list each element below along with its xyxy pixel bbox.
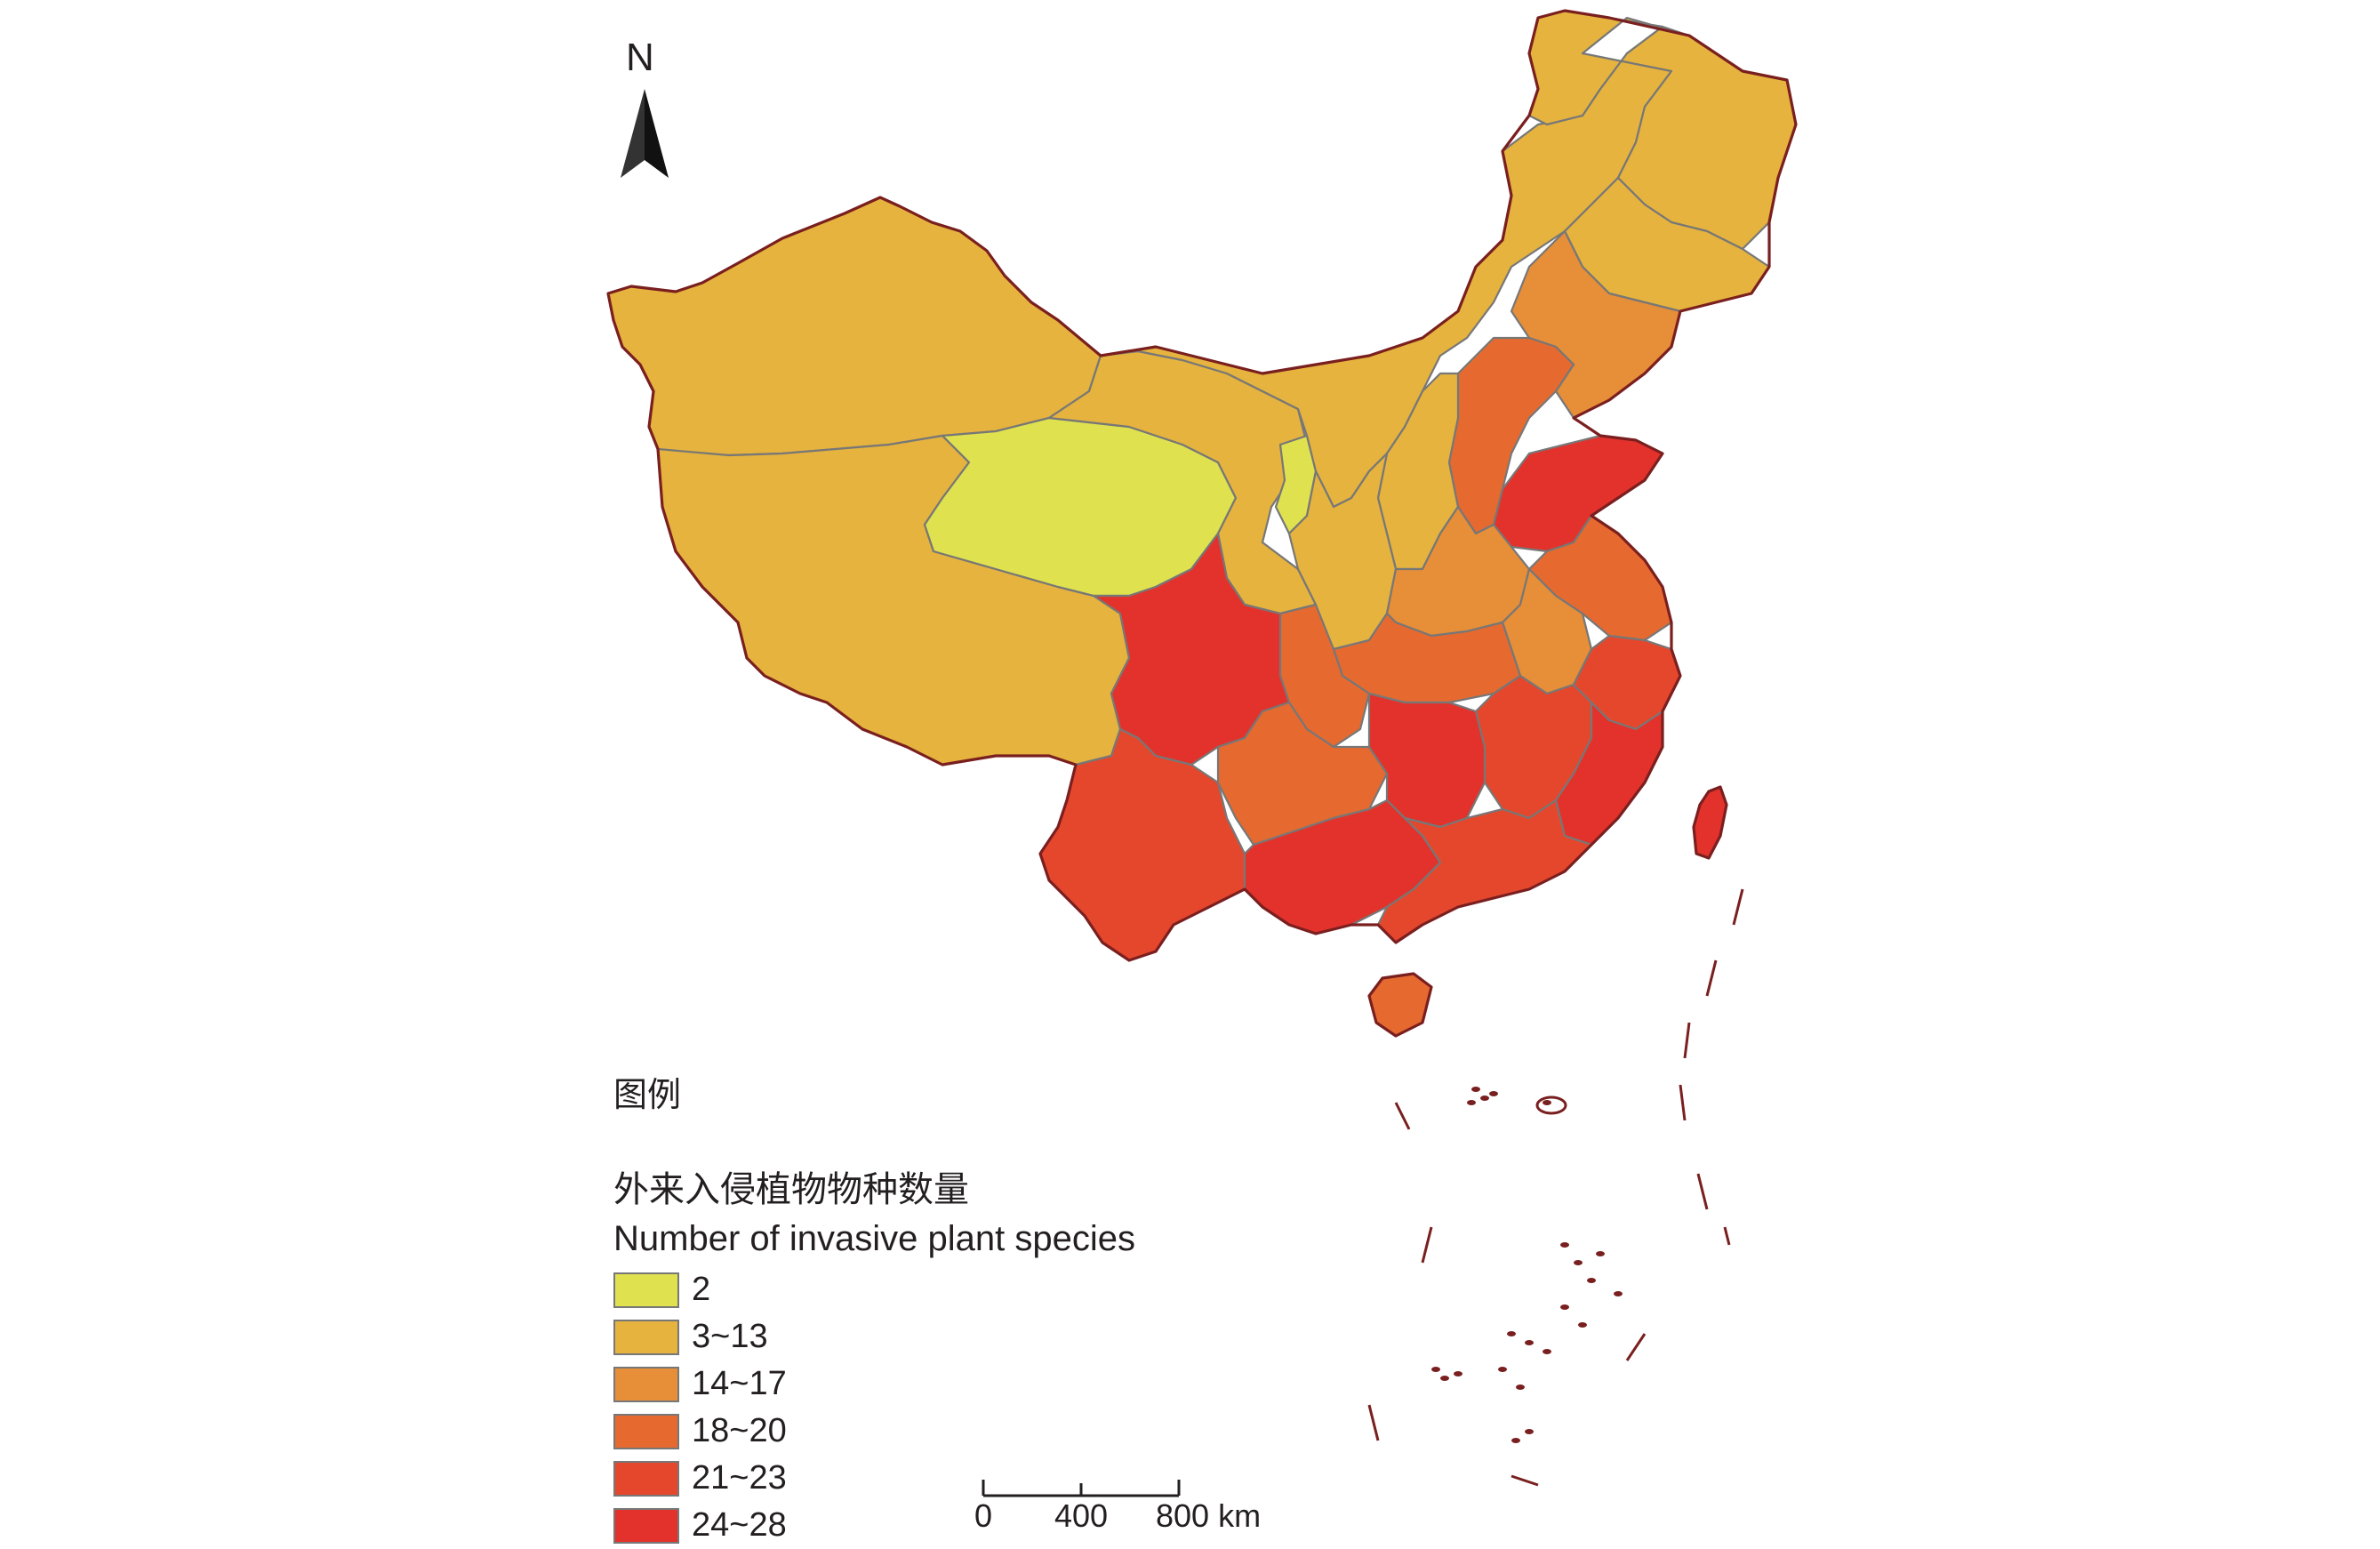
legend-swatch — [613, 1366, 679, 1402]
province-layer — [606, 9, 1798, 1038]
legend-swatch — [613, 1413, 679, 1449]
province-shandong — [1492, 434, 1664, 553]
north-label: N — [626, 36, 654, 79]
island-dot — [1560, 1242, 1569, 1248]
south-china-sea-islands — [1367, 888, 1744, 1487]
legend-label: 3~13 — [692, 1318, 768, 1355]
island-dot — [1516, 1384, 1525, 1390]
island-dot — [1431, 1367, 1440, 1372]
legend-item: 2 — [613, 1266, 1289, 1313]
island-dot — [1480, 1096, 1489, 1101]
legend-item: 18~20 — [613, 1408, 1289, 1455]
boundary-dash — [1367, 1404, 1380, 1441]
north-arrow: N — [613, 36, 676, 178]
island-dot — [1543, 1349, 1551, 1354]
taiwan-outline — [1692, 785, 1728, 860]
legend-item: 14~17 — [613, 1360, 1289, 1408]
national-border — [606, 9, 1798, 1038]
island-dot — [1596, 1251, 1605, 1256]
legend-swatch — [613, 1319, 679, 1355]
island-dot — [1511, 1438, 1520, 1443]
island-dot — [1440, 1376, 1449, 1381]
legend-swatch — [613, 1272, 679, 1308]
island-dot — [1614, 1291, 1623, 1296]
mainland-outline — [606, 9, 1798, 962]
boundary-dash — [1511, 1474, 1539, 1487]
scale-bar: 0 400 800 km — [969, 1476, 1261, 1547]
legend-label: 2 — [692, 1271, 711, 1308]
island-dot — [1489, 1091, 1498, 1096]
boundary-dash — [1723, 1226, 1731, 1246]
boundary-dash — [1705, 959, 1718, 997]
island-dot — [1578, 1322, 1587, 1328]
north-arrow-icon — [621, 89, 669, 178]
island-dot — [1467, 1100, 1476, 1105]
legend-label: 24~28 — [692, 1506, 787, 1544]
island-dot — [1454, 1371, 1462, 1376]
boundary-dash — [1679, 1084, 1687, 1121]
island-dot — [1498, 1367, 1507, 1372]
province-xinjiang — [606, 196, 1102, 457]
boundary-dash — [1394, 1102, 1411, 1130]
hainan-outline — [1367, 972, 1433, 1038]
legend-title-en: Number of invasive plant species — [613, 1219, 1135, 1258]
island-dot — [1525, 1429, 1534, 1434]
scale-bar-line — [982, 1480, 1181, 1497]
legend-item: 21~23 — [613, 1455, 1289, 1502]
legend-heading: 图例 — [613, 1077, 682, 1114]
scale-label-800: 800 km — [1156, 1497, 1262, 1534]
legend-item: 3~13 — [613, 1313, 1289, 1360]
boundary-dash — [1683, 1022, 1691, 1059]
boundary-dash — [1732, 888, 1744, 926]
scale-label-0: 0 — [974, 1497, 993, 1534]
boundary-dash — [1421, 1226, 1433, 1264]
legend-title-cn: 外来入侵植物物种数量 — [613, 1169, 969, 1209]
legend-label: 14~17 — [692, 1365, 787, 1402]
island-dot — [1560, 1304, 1569, 1310]
island-dot — [1525, 1340, 1534, 1345]
island-dot — [1587, 1278, 1596, 1283]
legend-swatch — [613, 1507, 679, 1544]
province-guizhou — [1216, 701, 1389, 847]
island-dot — [1574, 1260, 1583, 1265]
boundary-dash — [1696, 1173, 1709, 1210]
island-dot — [1507, 1331, 1516, 1336]
island-dot — [1471, 1087, 1480, 1092]
boundary-dash — [1625, 1333, 1647, 1361]
legend-label: 21~23 — [692, 1459, 787, 1497]
legend-label: 18~20 — [692, 1412, 787, 1449]
island-atoll — [1535, 1096, 1567, 1115]
island-dot — [1543, 1100, 1551, 1105]
scale-label-400: 400 — [1054, 1497, 1109, 1534]
legend-swatch — [613, 1460, 679, 1497]
